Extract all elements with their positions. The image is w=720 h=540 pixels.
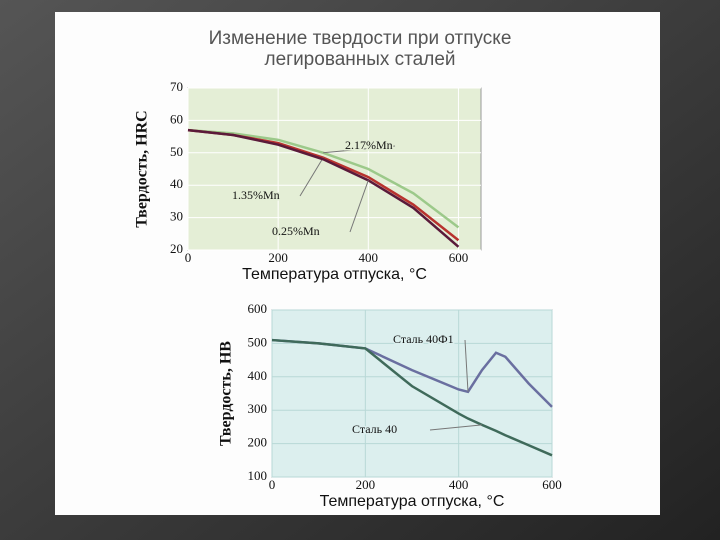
x-tick-label: 600	[542, 477, 562, 492]
leader-line	[349, 180, 369, 233]
series-label: Сталь 40Ф1	[393, 332, 454, 346]
leader-line	[464, 339, 469, 392]
y-tick-label: 60	[170, 111, 183, 126]
plot-area	[271, 309, 553, 478]
leader-line	[323, 145, 396, 154]
y-tick-label: 20	[170, 241, 183, 256]
y-tick-label: 40	[170, 176, 183, 191]
x-axis-label: Температура отпуска, °C	[320, 493, 505, 510]
y-tick-label: 50	[170, 144, 183, 159]
x-tick-label: 600	[449, 250, 469, 265]
x-tick-label: 200	[356, 477, 376, 492]
series-line	[187, 128, 460, 248]
title-line: легированных сталей	[264, 49, 455, 70]
x-axis-label: Температура отпуска, °C	[242, 266, 427, 283]
y-tick-label: 70	[170, 79, 183, 94]
series-label: 2.17%Mn	[345, 138, 393, 152]
plot-area	[187, 87, 482, 251]
series-label: 1.35%Mn	[232, 188, 280, 202]
y-tick-label: 500	[248, 334, 268, 349]
x-tick-label: 400	[359, 250, 379, 265]
leader-line	[299, 157, 324, 197]
x-tick-label: 200	[268, 250, 288, 265]
y-tick-label: 600	[248, 301, 268, 316]
x-tick-label: 0	[185, 250, 192, 265]
y-tick-label: 300	[248, 401, 268, 416]
y-tick-label: 30	[170, 209, 183, 224]
y-tick-label: 400	[248, 368, 268, 383]
y-axis-label: Твердость, НВ	[218, 341, 235, 446]
y-tick-label: 100	[248, 468, 268, 483]
series-line	[271, 338, 553, 457]
series-label: 0.25%Mn	[272, 224, 320, 238]
x-tick-label: 0	[269, 477, 276, 492]
y-axis-label: Твердость, HRC	[134, 110, 151, 227]
leader-line	[429, 424, 483, 431]
series-label: Сталь 40	[352, 422, 397, 436]
title-line: Изменение твердости при отпуске	[209, 28, 512, 49]
y-tick-label: 200	[248, 435, 268, 450]
x-tick-label: 400	[449, 477, 469, 492]
